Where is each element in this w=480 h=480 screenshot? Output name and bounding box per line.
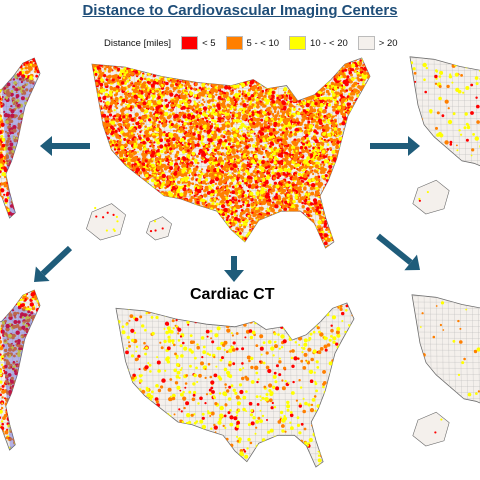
legend-item-5-10: 5 - < 10 bbox=[225, 36, 280, 50]
hawaii-inset-main bbox=[146, 216, 172, 241]
legend-swatch-yellow bbox=[289, 36, 307, 50]
arrow-down bbox=[224, 256, 244, 282]
legend-swatch-white bbox=[357, 36, 375, 50]
legend-swatch-red bbox=[181, 36, 199, 50]
legend-label: 10 - < 20 bbox=[310, 37, 348, 49]
alaska-inset-main bbox=[86, 203, 126, 241]
right-top-map bbox=[409, 52, 480, 202]
alaska-inset-right-bottom bbox=[412, 411, 450, 447]
arrow-down-right bbox=[376, 233, 420, 271]
legend-item-10-20: 10 - < 20 bbox=[289, 36, 348, 50]
arrow-down-left bbox=[34, 245, 73, 282]
legend-item-over-20: > 20 bbox=[357, 36, 398, 50]
legend-label: < 5 bbox=[202, 37, 216, 49]
legend-swatch-orange bbox=[225, 36, 243, 50]
figure-title: Distance to Cardiovascular Imaging Cente… bbox=[82, 2, 398, 19]
legend-item-under-5: < 5 bbox=[181, 36, 216, 50]
right-bottom-map bbox=[411, 290, 480, 440]
arrow-right bbox=[370, 136, 420, 156]
main-us-map bbox=[91, 57, 371, 249]
alaska-inset-right bbox=[412, 179, 450, 215]
cardiac-ct-map bbox=[115, 302, 355, 468]
arrow-left bbox=[40, 136, 90, 156]
modality-label: Cardiac CT bbox=[190, 286, 275, 303]
legend-heading: Distance [miles] bbox=[104, 37, 172, 49]
legend: Distance [miles] < 5 5 - < 10 10 - < 20 … bbox=[104, 34, 398, 52]
legend-label: > 20 bbox=[378, 37, 398, 49]
legend-label: 5 - < 10 bbox=[246, 37, 280, 49]
